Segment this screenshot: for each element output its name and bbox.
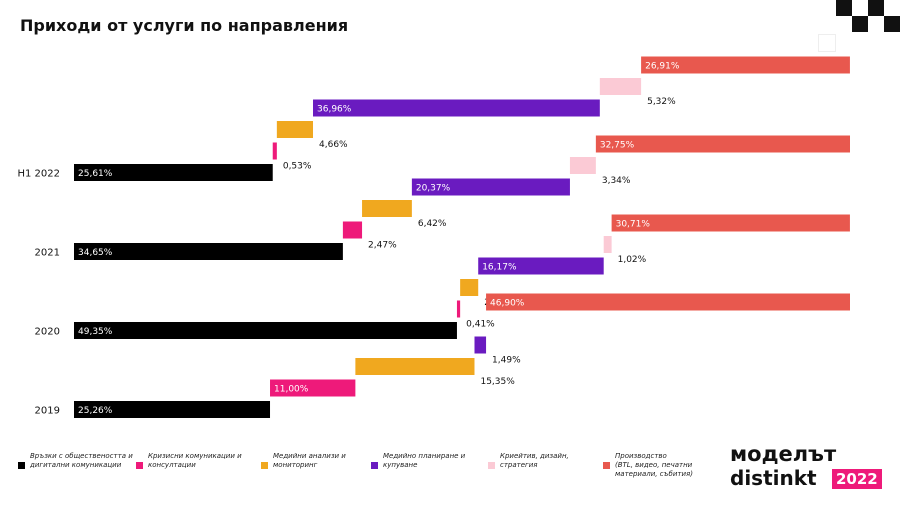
- logo-line2: distinkt: [730, 466, 817, 490]
- legend-label: Медийно планиране и купуване: [383, 452, 466, 469]
- data-label: 2,47%: [368, 241, 397, 251]
- legend-label: Медийни анализи и мониторинг: [273, 452, 346, 469]
- bar-segment: [599, 78, 642, 95]
- legend-label: Кризисни комуникации и консултации: [148, 452, 242, 469]
- chart-title: Приходи от услуги по направления: [20, 16, 349, 35]
- data-label: 11,00%: [274, 385, 309, 395]
- legend-item: Медийно планиране и купуване: [371, 452, 465, 470]
- legend-item: Връзки с обществеността и дигитални кому…: [18, 452, 133, 470]
- bar-segment: [595, 135, 850, 153]
- pixel-decoration: [818, 0, 900, 52]
- bar-segment: [486, 293, 850, 311]
- data-label: 3,34%: [602, 176, 631, 186]
- bar-segment: [474, 336, 487, 354]
- bar-segment: [272, 142, 277, 160]
- data-label: 16,17%: [482, 263, 517, 273]
- bar-segment: [74, 322, 457, 339]
- bar-segment: [569, 157, 596, 174]
- bar-segment: [74, 401, 271, 418]
- legend-item: Кризисни комуникации и консултации: [136, 452, 242, 470]
- data-label: 30,71%: [616, 220, 651, 230]
- category-label: 2021: [35, 248, 60, 259]
- bar-segment: [362, 200, 412, 217]
- bar-segment: [460, 279, 479, 296]
- data-label: 20,37%: [416, 184, 451, 194]
- data-label: 4,66%: [319, 140, 348, 150]
- legend-swatch: [488, 462, 495, 469]
- legend-item: Медийни анализи и мониторинг: [261, 452, 346, 470]
- logo-year: 2022: [832, 469, 882, 489]
- data-label: 0,53%: [283, 162, 312, 172]
- legend-label: Криейтив, дизайн, стратегия: [500, 452, 569, 469]
- bar-segment: [603, 236, 612, 253]
- bar-segment: [74, 243, 343, 260]
- legend-label: Връзки с обществеността и дигитални кому…: [30, 452, 133, 469]
- category-label: H1 2022: [17, 169, 60, 180]
- data-label: 34,65%: [78, 248, 113, 258]
- legend-swatch: [18, 462, 25, 469]
- bar-segment: [641, 56, 850, 74]
- staggered-bar-chart: H1 2022 25,61% 0,53% 4,66% 36,96% 5,32% 26,91%…: [17, 56, 850, 418]
- category-label: 2019: [35, 406, 60, 417]
- legend-item: Производство (BTL, видео, печатни матери…: [603, 452, 693, 479]
- legend-swatch: [603, 462, 610, 469]
- data-label: 1,49%: [492, 356, 521, 366]
- legend-label: Производство (BTL, видео, печатни матери…: [615, 452, 693, 478]
- data-label: 5,32%: [647, 97, 676, 107]
- data-label: 26,91%: [645, 62, 680, 72]
- bar-segment: [270, 379, 356, 397]
- legend-swatch: [371, 462, 378, 469]
- bar-segment: [611, 214, 850, 232]
- category-label: 2020: [35, 327, 60, 338]
- bar-segment: [355, 358, 475, 375]
- data-label: 36,96%: [317, 105, 352, 115]
- bar-segment: [456, 300, 461, 318]
- bar-segment: [342, 221, 363, 239]
- bar-segment: [313, 99, 600, 117]
- legend-swatch: [136, 462, 143, 469]
- bar-segment: [276, 121, 314, 138]
- data-label: 25,61%: [78, 169, 113, 179]
- data-label: 49,35%: [78, 327, 113, 337]
- logo-line1: моделът: [730, 442, 837, 466]
- data-label: 1,02%: [618, 255, 647, 265]
- legend-swatch: [261, 462, 268, 469]
- legend: Връзки с обществеността и дигитални кому…: [18, 452, 718, 492]
- bar-segment: [478, 257, 604, 275]
- data-label: 15,35%: [480, 377, 515, 387]
- data-label: 25,26%: [78, 406, 113, 416]
- bar-segment: [411, 178, 570, 196]
- bar-segment: [74, 164, 273, 181]
- data-label: 32,75%: [600, 141, 635, 151]
- legend-item: Криейтив, дизайн, стратегия: [488, 452, 569, 470]
- data-label: 46,90%: [490, 299, 525, 309]
- data-label: 6,42%: [418, 219, 447, 229]
- logo: моделът distinkt 2022: [730, 442, 882, 492]
- data-label: 0,41%: [466, 320, 495, 330]
